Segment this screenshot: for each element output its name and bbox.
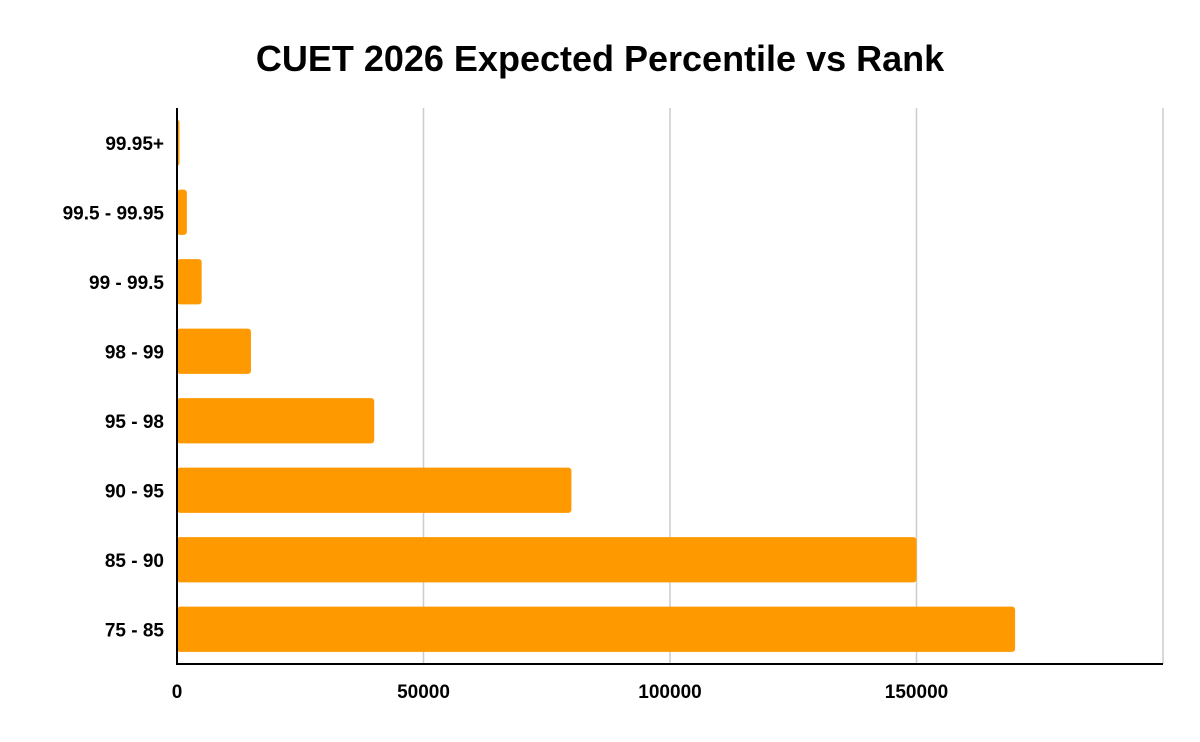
bar-4 [177, 398, 375, 444]
x-tick-label-1: 50000 [397, 682, 450, 703]
x-tick-label-0: 0 [172, 682, 183, 703]
y-tick-label-6: 85 - 90 [105, 551, 164, 572]
bar-5 [177, 467, 572, 513]
bar-2 [177, 259, 202, 305]
y-tick-label-4: 95 - 98 [105, 412, 164, 433]
x-tick-label-3: 150000 [885, 682, 948, 703]
y-tick-label-7: 75 - 85 [105, 620, 165, 641]
bar-1 [177, 189, 187, 235]
bar-7 [177, 606, 1016, 652]
bar-6 [177, 537, 917, 583]
x-tick-label-2: 100000 [638, 682, 701, 703]
y-tick-label-5: 90 - 95 [105, 481, 165, 502]
y-tick-label-1: 99.5 - 99.95 [63, 203, 165, 224]
bar-3 [177, 328, 251, 374]
y-tick-label-2: 99 - 99.5 [89, 273, 164, 294]
y-tick-label-0: 99.95+ [105, 134, 164, 155]
y-tick-label-3: 98 - 99 [105, 342, 164, 363]
chart-title: CUET 2026 Expected Percentile vs Rank [255, 38, 945, 79]
